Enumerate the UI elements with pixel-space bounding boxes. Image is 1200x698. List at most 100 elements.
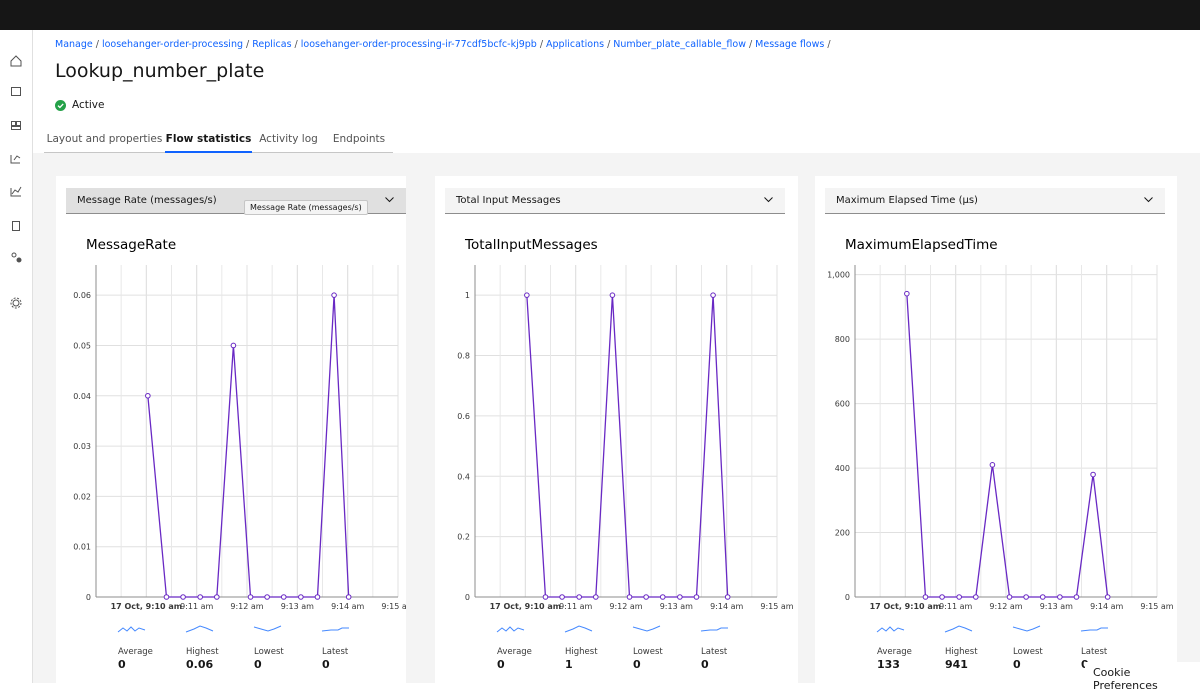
stat-value: 0 — [322, 658, 330, 671]
sparkline — [701, 628, 728, 631]
apps-icon-2 — [17, 122, 21, 126]
x-tick-label: 9:12 am — [230, 602, 263, 611]
x-tick-label: 9:14 am — [331, 602, 364, 611]
apps-icon[interactable] — [12, 122, 16, 126]
point — [974, 595, 979, 600]
y-tick-label: 0.02 — [73, 492, 91, 501]
stat-label: Highest — [186, 647, 219, 657]
y-tick-label: 400 — [835, 464, 850, 473]
breadcrumb-link[interactable]: Number_plate_callable_flow — [613, 39, 746, 50]
point — [644, 595, 649, 600]
trace-icon[interactable] — [12, 253, 16, 257]
y-tick-label: 0.03 — [73, 442, 91, 451]
x-tick-label: 9:13 am — [1040, 602, 1073, 611]
point — [957, 595, 962, 600]
breadcrumb-separator: / — [295, 39, 298, 50]
point — [627, 595, 632, 600]
sparkline — [497, 627, 524, 632]
stat-value: 133 — [877, 658, 900, 671]
logs-icon[interactable] — [13, 222, 20, 231]
point — [231, 343, 236, 348]
point — [678, 595, 683, 600]
top-bar — [0, 0, 1200, 30]
sparkline — [186, 626, 213, 632]
sparkline — [945, 626, 972, 632]
point — [332, 293, 337, 298]
sparkline — [118, 627, 145, 632]
stat-label: Lowest — [633, 647, 663, 657]
stat-value: 0 — [497, 658, 505, 671]
x-tick-label: 17 Oct, 9:10 am — [490, 602, 562, 611]
sparkline — [322, 628, 349, 631]
sparkline — [1013, 626, 1040, 631]
stat-label: Lowest — [254, 647, 284, 657]
y-tick-label: 0.4 — [457, 472, 470, 481]
integration-icon[interactable] — [11, 155, 20, 163]
breadcrumb: Manage/loosehanger-order-processing/Repl… — [55, 39, 834, 50]
y-tick-label: 0.06 — [73, 291, 91, 300]
tab[interactable]: Activity log — [252, 126, 325, 153]
x-tick-label: 9:11 am — [180, 602, 213, 611]
x-tick-label: 9:12 am — [989, 602, 1022, 611]
breadcrumb-separator: / — [607, 39, 610, 50]
stat-label: Highest — [945, 647, 978, 657]
point — [1105, 595, 1110, 600]
point — [940, 595, 945, 600]
point — [146, 393, 151, 398]
home-icon[interactable] — [11, 56, 21, 66]
tab[interactable]: Flow statistics — [165, 126, 252, 153]
breadcrumb-link[interactable]: Applications — [546, 39, 604, 50]
x-tick-label: 9:15 am — [760, 602, 793, 611]
y-tick-label: 0.01 — [73, 543, 91, 552]
tab[interactable]: Layout and properties — [44, 126, 165, 153]
stat-value: 941 — [945, 658, 968, 671]
breadcrumb-link[interactable]: loosehanger-order-processing-ir-77cdf5bc… — [301, 39, 537, 50]
status: Active — [55, 99, 104, 111]
page: Manage/loosehanger-order-processing/Repl… — [0, 0, 1200, 683]
y-tick-label: 0 — [845, 593, 850, 602]
point — [577, 595, 582, 600]
tab[interactable]: Endpoints — [325, 126, 393, 153]
point — [281, 595, 286, 600]
chart-title: MaximumElapsedTime — [845, 237, 998, 253]
point — [594, 595, 599, 600]
point — [248, 595, 253, 600]
chart-title: MessageRate — [86, 237, 176, 253]
x-tick-label: 9:15 am — [1140, 602, 1173, 611]
settings-icon[interactable] — [13, 300, 19, 306]
stat-label: Average — [118, 647, 153, 657]
dashboard-icon[interactable] — [12, 88, 21, 96]
cookie-preferences[interactable]: Cookie Preferences — [1085, 662, 1200, 698]
y-tick-label: 0.8 — [457, 352, 470, 361]
point — [1024, 595, 1029, 600]
point — [198, 595, 203, 600]
x-tick-label: 17 Oct, 9:10 am — [870, 602, 942, 611]
breadcrumb-link[interactable]: Replicas — [252, 39, 291, 50]
point — [346, 595, 351, 600]
point — [905, 291, 910, 296]
breadcrumb-link[interactable]: loosehanger-order-processing — [102, 39, 243, 50]
breadcrumb-separator: / — [246, 39, 249, 50]
chart: MaximumElapsedTime02004006008001,00017 O… — [815, 176, 1177, 683]
y-tick-label: 0 — [465, 593, 470, 602]
point — [560, 595, 565, 600]
tooltip: Message Rate (messages/s) — [244, 200, 368, 215]
stat-value: 0 — [633, 658, 641, 671]
x-tick-label: 17 Oct, 9:10 am — [111, 602, 183, 611]
stat-value: 1 — [565, 658, 573, 671]
breadcrumb-link[interactable]: Manage — [55, 39, 93, 50]
x-tick-label: 9:15 am — [381, 602, 406, 611]
breadcrumb-link[interactable]: Message flows — [755, 39, 824, 50]
point — [923, 595, 928, 600]
point — [990, 463, 995, 468]
stat-value: 0 — [1013, 658, 1021, 671]
stat-value: 0 — [701, 658, 709, 671]
stat-label: Average — [497, 647, 532, 657]
metrics-icon[interactable] — [11, 187, 21, 196]
status-icon — [55, 100, 66, 111]
y-tick-label: 0.04 — [73, 392, 91, 401]
point — [1040, 595, 1045, 600]
sidebar-icons — [0, 30, 32, 330]
y-tick-label: 600 — [835, 400, 850, 409]
stat-label: Latest — [1081, 647, 1108, 657]
